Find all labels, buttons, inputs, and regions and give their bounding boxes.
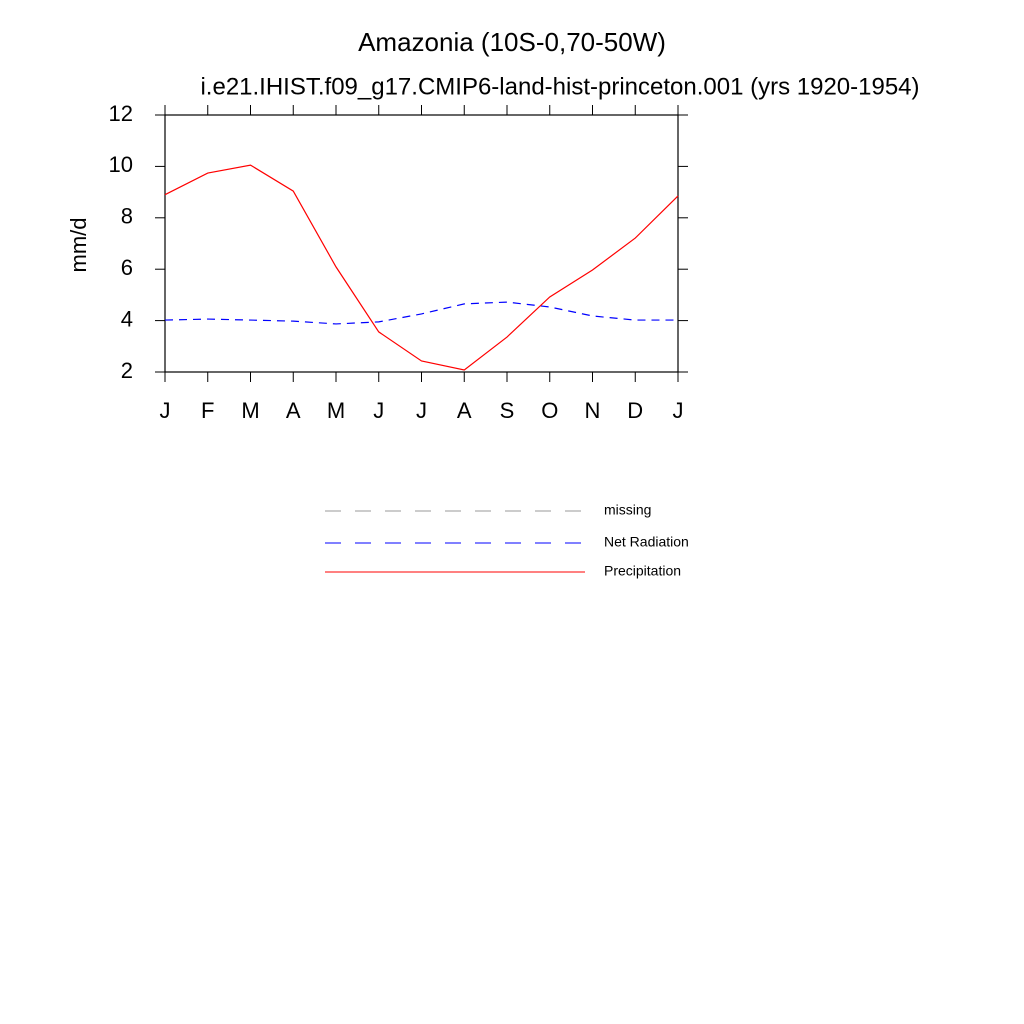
x-tick-label: O [541, 398, 558, 423]
x-tick-label: F [201, 398, 214, 423]
y-tick-label: 12 [109, 101, 133, 126]
chart-subtitle: i.e21.IHIST.f09_g17.CMIP6-land-hist-prin… [200, 73, 919, 100]
x-tick-label: A [457, 398, 472, 423]
plot-frame [164, 114, 679, 373]
x-tick-label: J [416, 398, 427, 423]
x-tick-label: A [286, 398, 301, 423]
y-tick-label: 2 [121, 358, 133, 383]
y-tick-label: 10 [109, 152, 133, 177]
y-axis-label: mm/d [66, 218, 91, 273]
x-tick-label: J [373, 398, 384, 423]
legend-label: missing [604, 502, 651, 518]
series-line [164, 301, 678, 325]
legend-label: Net Radiation [604, 534, 689, 550]
y-tick-label: 8 [121, 204, 133, 229]
chart-title: Amazonia (10S-0,70-50W) [358, 27, 666, 57]
x-tick-label: J [160, 398, 171, 423]
x-tick-label: J [673, 398, 684, 423]
x-tick-label: D [627, 398, 643, 423]
x-tick-label: N [585, 398, 601, 423]
y-tick-label: 6 [121, 255, 133, 280]
x-tick-label: S [500, 398, 515, 423]
legend-label: Precipitation [604, 563, 681, 579]
x-tick-label: M [241, 398, 259, 423]
y-tick-label: 4 [121, 306, 133, 331]
series-line [164, 164, 679, 371]
x-tick-label: M [327, 398, 345, 423]
